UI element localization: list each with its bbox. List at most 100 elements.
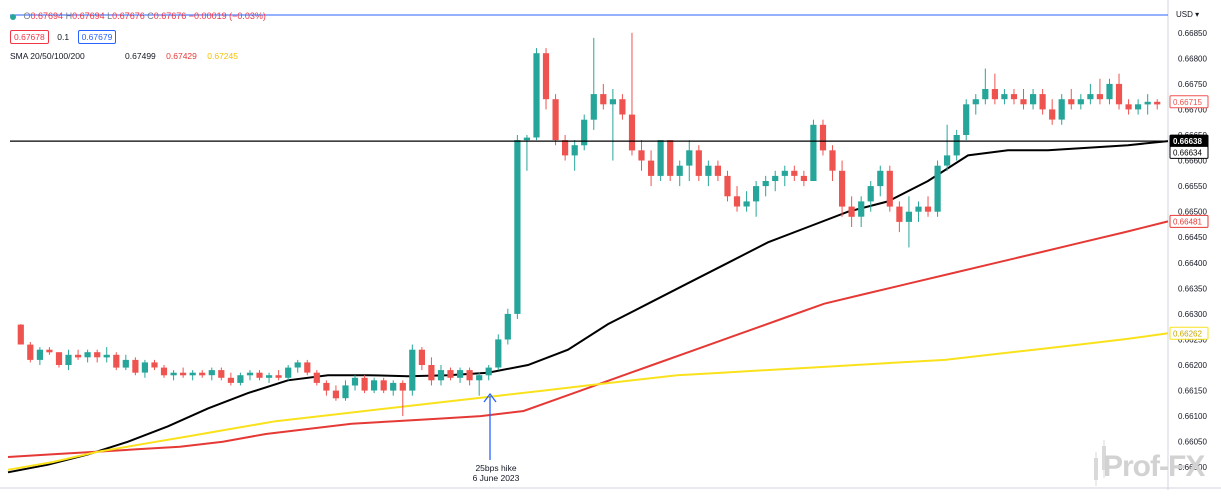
candle-body [1077,99,1084,105]
candle-body [199,372,206,376]
candle [466,367,473,386]
candle [371,377,378,394]
candle-body [762,181,769,187]
candle [953,129,960,161]
price-tag: 0.66481 [1169,214,1209,228]
event-annotation: 25bps hike 6 June 2023 [455,463,537,483]
bid-button[interactable]: 0.67678 [10,30,49,44]
candle [323,380,330,396]
candle-body [1001,94,1008,100]
candle-body [285,367,292,378]
candle [877,165,884,197]
candle [1144,94,1151,115]
candle-body [552,99,559,141]
candle [342,380,349,401]
candle-body [180,372,187,376]
candle [36,347,43,365]
candle-body [915,206,922,212]
candle-body [437,370,445,381]
candle [1135,99,1142,115]
candle-body [542,53,550,100]
brand-watermark: Prof-FX [1103,450,1205,483]
candle [476,372,483,396]
candle-body [619,99,626,115]
candle-body [934,165,941,212]
candle [628,32,636,156]
price-tag-box [1169,145,1209,159]
candle-body [1087,94,1094,100]
y-tick-label: 0.66550 [1178,182,1207,191]
symbol-status-icon [10,13,16,20]
candle [227,372,234,386]
price-tag: 0.66634 [1169,145,1209,159]
candle-body [113,354,120,368]
sma-line-1 [7,220,1169,458]
candle-body [953,135,960,156]
candle-body [839,170,846,207]
candle-body [523,137,530,141]
candle-body [829,150,836,171]
candle [829,145,836,181]
candle [294,359,301,373]
ask-button[interactable]: 0.67679 [77,30,117,44]
y-tick-label: 0.66350 [1178,284,1207,293]
candle [218,367,225,381]
sma-line-2 [7,332,1169,471]
price-tag-label: 0.66262 [1173,329,1202,338]
candle [141,359,148,378]
price-tag-box [1169,95,1209,109]
candle [409,344,416,396]
quote-row: 0.67678 0.1 0.67679 [10,30,117,44]
candle [896,201,903,233]
candle-body [36,349,43,360]
price-tag: 0.66638 [1169,134,1209,148]
candle-body [275,375,282,378]
candle [485,365,492,381]
candle [380,377,387,394]
candle [514,135,521,319]
candle [695,145,702,181]
candle [351,375,359,391]
open-value: 0.67694 [30,11,64,21]
candle [1001,89,1008,105]
sma-lines [7,140,1169,474]
candle [151,359,158,371]
candle-body [132,359,139,373]
candle-body [1115,83,1123,105]
candle [657,140,664,181]
candle-body [476,375,483,381]
candle-body [571,145,578,156]
sma-legend[interactable]: SMA 20/50/100/200 0.67499 0.67429 0.6724… [10,51,246,61]
candle [714,160,721,181]
candle [733,186,741,212]
candle [982,68,989,105]
y-tick-label: 0.66000 [1178,463,1207,472]
candle-body [791,170,798,176]
candle [390,380,397,396]
candle [122,354,129,371]
sma-line-0 [7,140,1169,474]
candle-body [466,370,473,381]
candle-body [46,349,53,353]
candle [1125,99,1132,115]
y-tick-label: 0.66300 [1178,310,1207,319]
candle [266,372,273,383]
candle-body [122,359,129,368]
candle-body [877,170,884,187]
candle [1030,89,1037,110]
candle-body [1125,104,1132,110]
candle [858,196,865,227]
candle-body [1068,99,1075,105]
candle-body [1049,109,1056,120]
currency-selector[interactable]: USD ▾ [1176,10,1199,19]
candle [819,119,827,156]
candle [934,160,941,217]
sma-value-black: 0.67499 [125,51,156,61]
candle [1096,78,1103,105]
candle-body [810,124,817,181]
candle-body [141,362,148,373]
candle [542,48,550,110]
candle-body [924,206,932,212]
candle [1154,99,1161,110]
